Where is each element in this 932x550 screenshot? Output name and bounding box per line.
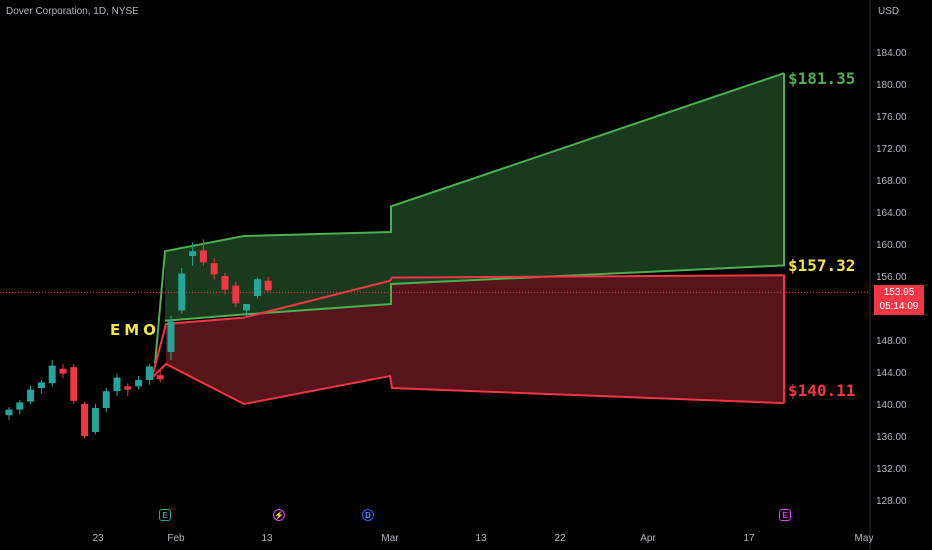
y-tick-label: 180.00 — [876, 80, 907, 91]
x-tick-label: 13 — [475, 533, 487, 544]
earnings-event-icon[interactable]: E — [159, 509, 171, 521]
candle-body — [16, 402, 24, 410]
middle-level-label: $157.32 — [788, 256, 856, 275]
x-tick-label: 13 — [261, 533, 273, 544]
emo-label: EMO — [110, 321, 160, 339]
candle-body — [124, 386, 132, 390]
x-tick-label: Feb — [167, 533, 185, 544]
y-tick-label: 164.00 — [876, 208, 907, 219]
bullish-range-fill — [165, 73, 784, 321]
y-tick-label: 172.00 — [876, 144, 907, 155]
candle-body — [221, 276, 229, 290]
y-tick-label: 160.00 — [876, 240, 907, 251]
candle-body — [253, 279, 261, 296]
y-tick-label: 176.00 — [876, 112, 907, 123]
x-tick-label: Apr — [640, 533, 656, 544]
candle-body — [264, 280, 272, 291]
candle-body — [70, 367, 78, 401]
y-tick-label: 156.00 — [876, 272, 907, 283]
candle-body — [81, 404, 89, 436]
upper-level-label: $181.35 — [788, 69, 856, 88]
candle-body — [135, 380, 143, 387]
candle-body — [145, 366, 153, 380]
candle-body — [243, 304, 251, 311]
y-tick-label: 136.00 — [876, 432, 907, 443]
candle-body — [102, 391, 110, 408]
currency-label: USD — [878, 6, 900, 17]
y-tick-label: 148.00 — [876, 336, 907, 347]
candle-body — [189, 251, 197, 256]
candle-body — [156, 375, 164, 380]
x-tick-label: Mar — [381, 533, 399, 544]
lower-band-line — [151, 362, 785, 406]
candle-body — [27, 389, 35, 402]
candle-body — [59, 368, 67, 374]
upcoming-earnings-icon[interactable]: E — [779, 509, 791, 521]
y-tick-label: 144.00 — [876, 368, 907, 379]
last-price-tag: 153.95 05:14:09 — [874, 285, 924, 315]
middle-band-red-line — [151, 274, 785, 404]
x-tick-label: 23 — [92, 533, 104, 544]
middle-band-green-line — [164, 73, 785, 322]
y-tick-label: 168.00 — [876, 176, 907, 187]
candle-body — [48, 365, 56, 384]
y-tick-label: 132.00 — [876, 464, 907, 475]
bar-countdown: 05:14:09 — [879, 301, 919, 312]
candle-body — [37, 382, 45, 388]
candle-body — [91, 408, 99, 432]
y-tick-label: 184.00 — [876, 48, 907, 59]
dividend-event-icon[interactable]: D — [362, 509, 374, 521]
x-tick-label: May — [855, 533, 874, 544]
candle-body — [232, 285, 240, 304]
x-tick-label: 22 — [554, 533, 566, 544]
last-price: 153.95 — [883, 287, 915, 298]
upper-band-line — [154, 72, 785, 365]
candle-body — [178, 273, 186, 311]
x-tick-label: 17 — [743, 533, 755, 544]
split-event-icon[interactable]: ⚡ — [273, 509, 285, 521]
candle-body — [199, 250, 207, 263]
candle-body — [113, 377, 121, 392]
chart-title: Dover Corporation, 1D, NYSE — [6, 6, 139, 17]
y-tick-label: 140.00 — [876, 400, 907, 411]
candle-body — [210, 263, 218, 275]
y-tick-label: 128.00 — [876, 496, 907, 507]
lower-level-label: $140.11 — [788, 381, 856, 400]
candle-body — [5, 409, 13, 416]
candle-body — [167, 321, 175, 352]
